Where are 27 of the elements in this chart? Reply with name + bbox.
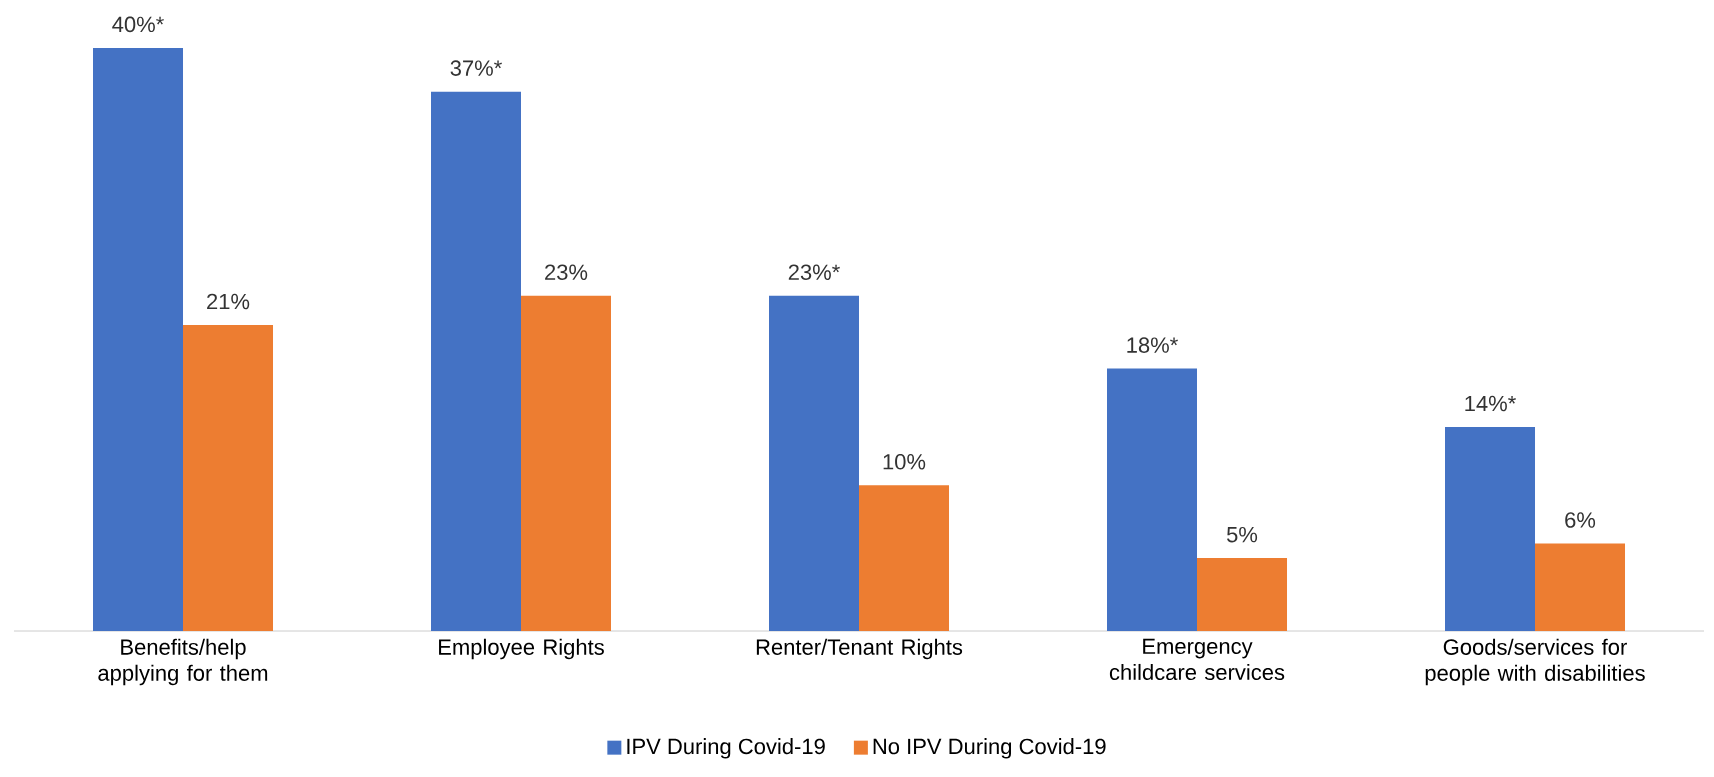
bar (183, 324, 273, 631)
x-tick-label: Benefits/help applying for them (98, 638, 268, 686)
data-label: 40%* (112, 16, 164, 33)
legend-label: No IPV During Covid-19 (873, 738, 1106, 759)
bar (859, 485, 949, 631)
data-label: 18%* (1127, 337, 1178, 353)
bar (1197, 558, 1288, 631)
data-label: 23%* (788, 264, 840, 280)
bar (521, 295, 611, 631)
data-label: 21% (207, 293, 250, 310)
x-tick-label: Emergency childcare services (1109, 638, 1285, 681)
x-tick-label: Renter/Tenant Rights (756, 638, 963, 660)
legend-label: IPV During Covid-19 (627, 738, 825, 759)
data-label: 23% (545, 264, 588, 280)
data-label: 37%* (450, 60, 502, 76)
x-tick-label: Employee Rights (439, 638, 604, 660)
bar (1107, 368, 1197, 631)
data-label: 5% (1226, 526, 1258, 543)
bar (1445, 426, 1535, 631)
bar (769, 295, 859, 631)
bar (1535, 543, 1625, 631)
bar (431, 91, 521, 631)
data-label: 6% (1565, 512, 1596, 528)
x-tick-label: Goods/services for people with disabilities (1425, 638, 1645, 686)
data-label: 10% (883, 453, 926, 470)
data-label: 14%* (1465, 395, 1516, 412)
bar (93, 47, 183, 631)
